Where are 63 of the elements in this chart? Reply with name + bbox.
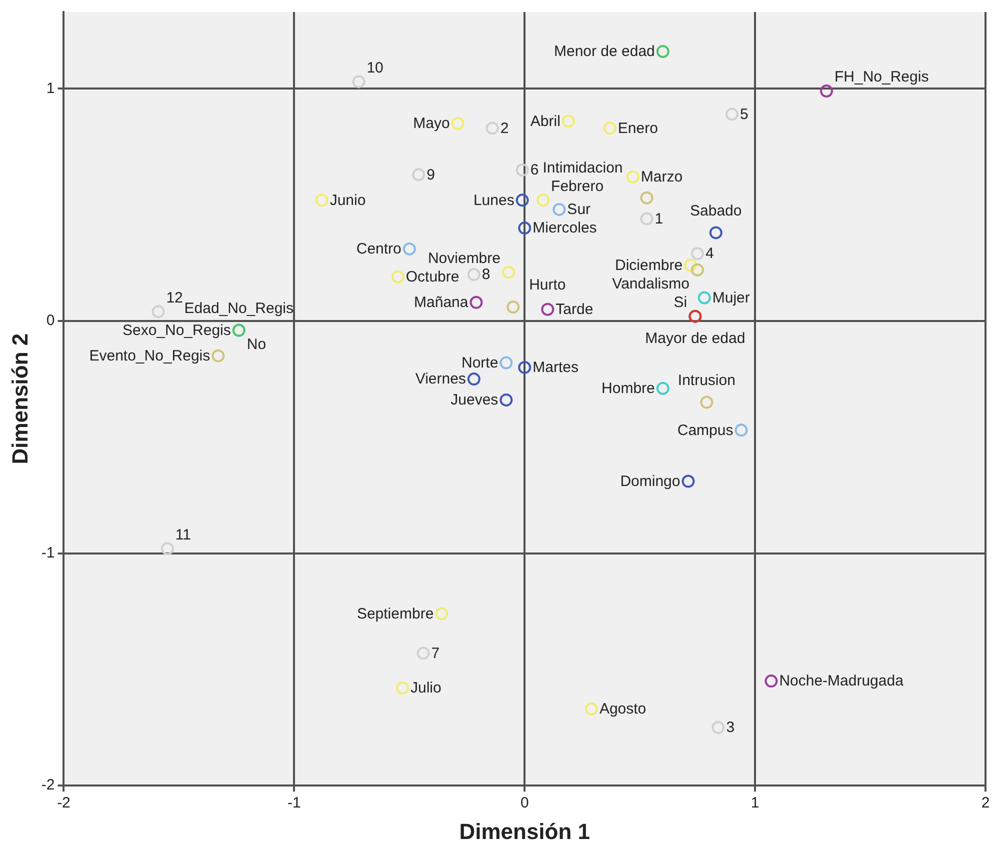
annotation: Mayo — [413, 115, 450, 132]
annotation: Febrero — [551, 178, 604, 195]
annotation: Campus — [677, 422, 734, 439]
annotation: Diciembre — [615, 256, 683, 274]
annotation: 1 — [654, 210, 664, 228]
annotation: Sur — [567, 201, 591, 218]
annotation: Mañana — [414, 294, 469, 312]
annotation: Viernes — [415, 370, 466, 388]
annotation: Si — [674, 294, 688, 311]
annotation: 9 — [426, 166, 435, 184]
annotation: 12 — [166, 289, 183, 306]
annotation: Hurto — [529, 276, 566, 294]
x-tick-label: 0 — [520, 794, 529, 812]
annotation: Norte — [462, 354, 498, 372]
annotation: Mayor de edad — [645, 330, 746, 347]
y-tick-label: -1 — [41, 544, 55, 562]
annotation: Menor de edad — [554, 43, 655, 60]
annotation: Evento_No_Regis — [89, 347, 210, 364]
annotation: FH_No_Regis — [834, 68, 929, 86]
annotation: No — [246, 336, 266, 353]
annotation: Enero — [618, 120, 658, 137]
annotation: 4 — [705, 245, 714, 262]
annotation: Edad_No_Regis — [184, 300, 294, 317]
annotation: Intimidacion — [542, 159, 623, 176]
annotation: Centro — [356, 240, 402, 258]
y-tick-label: 0 — [46, 312, 55, 330]
annotation: Miercoles — [532, 220, 597, 237]
annotation: Intrusion — [678, 372, 736, 389]
annotation: 11 — [175, 526, 192, 544]
x-tick-label: -2 — [57, 794, 70, 812]
annotation: 3 — [726, 719, 735, 736]
annotation: Jueves — [450, 392, 498, 409]
x-tick-label: -1 — [288, 794, 301, 812]
x-tick-label: 2 — [981, 794, 990, 812]
annotation: 8 — [482, 266, 490, 284]
annotation: 5 — [740, 106, 748, 123]
annotation: Agosto — [599, 700, 646, 718]
x-tick-label: 1 — [750, 794, 760, 812]
annotation: Julio — [410, 680, 442, 697]
annotation: Mujer — [712, 289, 750, 306]
annotation: Junio — [330, 192, 366, 209]
annotation: Sexo_No_Regis — [122, 322, 231, 339]
annotation: Noche-Madrugada — [779, 672, 904, 690]
annotation: Marzo — [640, 168, 683, 186]
annotation: 2 — [500, 120, 509, 137]
annotation: Domingo — [620, 472, 680, 490]
annotation: 6 — [530, 162, 539, 179]
y-tick-label: -2 — [41, 776, 55, 794]
annotation: Vandalismo — [612, 276, 690, 293]
x-axis-title: Dimensión 1 — [459, 818, 590, 844]
annotation: Lunes — [473, 192, 514, 209]
annotation: Octubre — [406, 268, 460, 286]
annotation: Noviembre — [428, 250, 500, 267]
annotation: 7 — [431, 644, 440, 662]
y-tick-label: 1 — [46, 80, 55, 97]
annotation: Tarde — [556, 301, 594, 318]
y-axis-title: Dimensión 2 — [7, 333, 32, 464]
annotation: Abril — [530, 112, 560, 130]
annotation: Hombre — [602, 380, 655, 397]
annotation: Sabado — [690, 202, 742, 220]
annotation: Martes — [532, 359, 578, 376]
annotation: 10 — [366, 59, 384, 76]
annotation: Septiembre — [356, 605, 434, 622]
